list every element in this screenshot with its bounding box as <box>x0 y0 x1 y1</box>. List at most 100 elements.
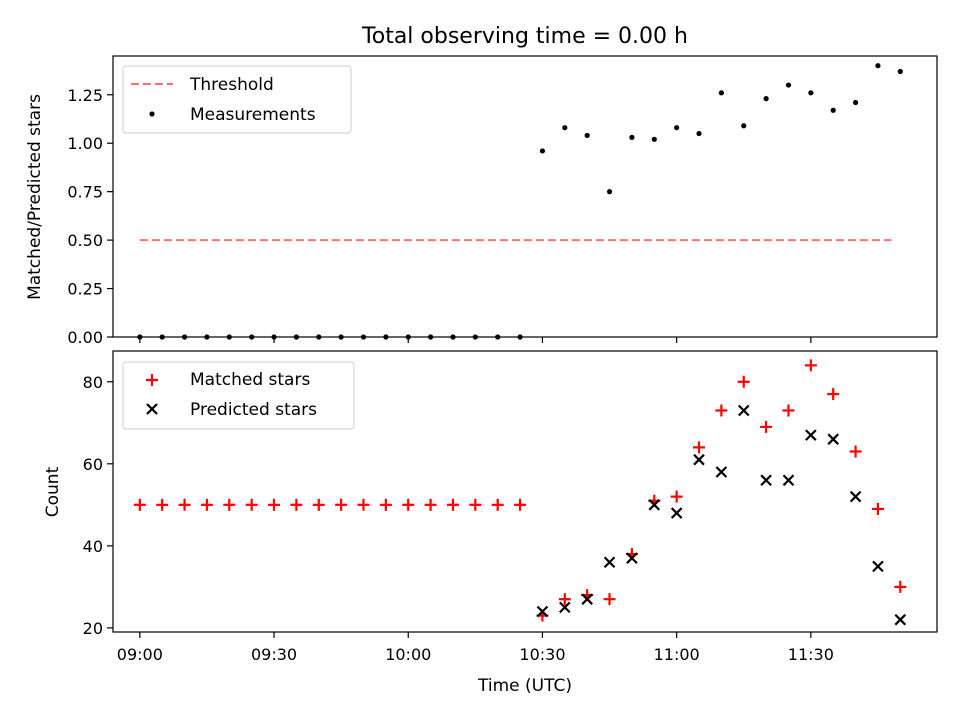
ratio-ytick-label: 0.75 <box>67 183 103 202</box>
matched-stars-point <box>514 498 527 511</box>
predicted-stars-point <box>737 404 750 417</box>
ratio-ytick-label: 1.00 <box>67 134 103 153</box>
predicted-stars-point <box>715 466 728 478</box>
matched-stars-point <box>871 502 884 515</box>
measurements-legend-label: Measurements <box>190 105 316 125</box>
matched-stars-point <box>894 580 907 593</box>
matched-stars-point <box>335 498 348 511</box>
measurement-point <box>718 90 724 96</box>
measurement-point <box>293 334 300 340</box>
predicted-stars-point <box>626 552 638 564</box>
matched-stars-point <box>760 420 773 433</box>
measurement-point <box>897 68 903 75</box>
measurement-point <box>562 125 568 131</box>
matched-stars-point <box>245 498 258 511</box>
measurement-point <box>875 63 881 69</box>
predicted-stars-point <box>849 490 862 503</box>
ratio-legend: Threshold Measurements <box>122 65 352 134</box>
matched-stars-point <box>200 498 213 511</box>
predicted-stars-point <box>670 507 683 519</box>
measurement-point <box>428 334 434 340</box>
xtick-label: 10:30 <box>519 645 565 664</box>
predicted-stars-point <box>872 560 884 573</box>
matched-stars-point <box>491 498 504 511</box>
matched-stars-point <box>357 498 370 511</box>
measurement-point <box>629 134 635 140</box>
ratio-ytick-label: 0.50 <box>67 231 103 250</box>
count-ytick-label: 20 <box>83 619 103 638</box>
ratio-ytick-label: 1.25 <box>67 86 103 105</box>
matched-stars-point <box>603 593 616 606</box>
matched-stars-point <box>849 445 862 458</box>
predicted-legend-marker <box>146 403 158 415</box>
matched-stars-point <box>469 498 482 511</box>
predicted-legend-label: Predicted stars <box>190 400 317 420</box>
xtick-label: 11:30 <box>788 645 834 664</box>
ratio-plot-frame <box>112 55 938 338</box>
measurement-point <box>539 148 546 154</box>
matched-legend-label: Matched stars <box>190 370 310 390</box>
count-plot-frame <box>112 350 938 633</box>
measurement-point <box>763 96 769 102</box>
measurement-point <box>204 334 210 340</box>
matched-stars-point <box>827 388 840 401</box>
xtick-label: 09:30 <box>251 645 297 664</box>
measurements-legend-marker <box>149 111 155 117</box>
count-legend: Matched stars Predicted stars <box>122 361 355 430</box>
matched-stars-point <box>558 593 571 606</box>
measurement-point <box>249 334 255 340</box>
x-axis-label: Time (UTC) <box>477 676 572 696</box>
predicted-stars-point <box>894 613 907 626</box>
predicted-stars-point <box>760 474 772 486</box>
measurement-point <box>674 125 680 131</box>
measurement-point <box>808 90 814 96</box>
matched-stars-point <box>223 498 236 511</box>
ratio-ytick-label: 0.25 <box>67 280 103 299</box>
ratio-panel: 0.00 0.25 0.50 0.75 1.00 1.25 Matched/Predict… <box>25 55 938 347</box>
matched-legend-marker <box>146 374 158 386</box>
measurement-point <box>226 334 232 340</box>
measurement-point <box>383 334 389 340</box>
matched-stars-point <box>804 359 817 372</box>
predicted-stars-point <box>693 453 705 466</box>
measurement-point <box>495 334 501 340</box>
measurement-point <box>137 334 143 340</box>
measurement-point <box>181 334 188 340</box>
measurement-point <box>405 334 411 340</box>
xtick-label: 09:00 <box>117 645 163 664</box>
figure-title: Total observing time = 0.00 h <box>361 24 688 49</box>
matched-stars-point <box>268 498 281 511</box>
matched-stars-point <box>178 498 191 511</box>
measurement-point <box>159 334 165 340</box>
measurement-point <box>360 334 367 340</box>
measurement-point <box>651 136 657 142</box>
predicted-stars-point <box>603 556 616 569</box>
measurement-point <box>584 132 590 139</box>
ratio-y-axis-label: Matched/Predicted stars <box>25 94 45 300</box>
predicted-stars-point <box>581 593 593 605</box>
predicted-stars-point <box>782 474 795 486</box>
measurement-point <box>741 123 747 129</box>
predicted-stars-point <box>827 433 839 445</box>
matched-stars-point <box>133 498 146 511</box>
measurement-point <box>852 99 859 106</box>
measurement-point <box>450 334 456 340</box>
matched-stars-point <box>670 490 683 503</box>
predicted-stars-point <box>648 499 661 511</box>
measurement-point <box>472 334 478 340</box>
measurement-point <box>606 189 613 195</box>
ratio-ytick-label: 0.00 <box>67 328 103 347</box>
matched-stars-point <box>156 498 169 511</box>
matched-stars-point <box>402 498 415 511</box>
count-ytick-label: 40 <box>83 537 103 556</box>
matched-stars-point <box>715 404 728 417</box>
threshold-legend-label: Threshold <box>189 75 274 95</box>
measurement-point <box>785 82 792 88</box>
measurement-point <box>696 130 702 137</box>
measurement-point <box>338 334 344 340</box>
count-ytick-label: 80 <box>83 373 103 392</box>
matched-stars-point <box>424 498 437 511</box>
matched-stars-point <box>290 498 303 511</box>
